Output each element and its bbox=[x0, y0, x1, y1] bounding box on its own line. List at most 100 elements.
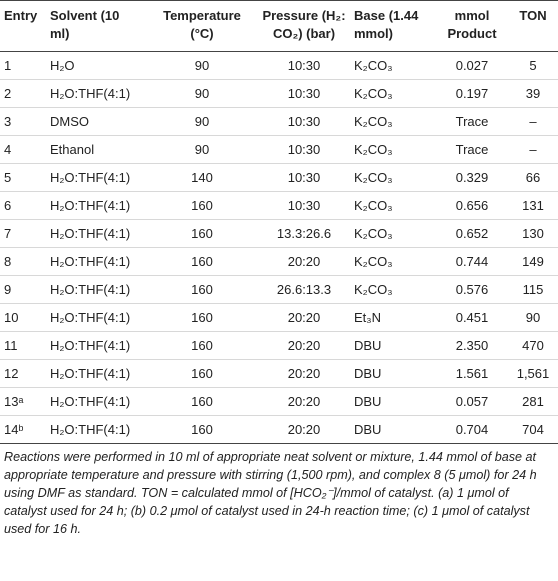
table-body: 1 H₂O 90 10:30 K₂CO₃ 0.027 5 2 H₂O:THF(4:1) 90 10:… bbox=[0, 51, 558, 444]
header-cell: TON bbox=[508, 0, 558, 52]
table-cell: 0.656 bbox=[436, 191, 508, 220]
table-cell: H₂O:THF(4:1) bbox=[46, 191, 146, 220]
table-cell: 10:30 bbox=[258, 51, 350, 80]
table-cell: 140 bbox=[146, 163, 258, 192]
table-cell: 281 bbox=[508, 387, 558, 416]
table-row: 4 Ethanol 90 10:30 K₂CO₃ Trace – bbox=[0, 135, 558, 164]
table-cell: 7 bbox=[0, 219, 46, 248]
table-cell: 10:30 bbox=[258, 135, 350, 164]
table-cell: 90 bbox=[146, 107, 258, 136]
table-cell: 20:20 bbox=[258, 415, 350, 444]
table-cell: 5 bbox=[508, 51, 558, 80]
table-cell: DBU bbox=[350, 415, 436, 444]
header-cell: Base (1.44 mmol) bbox=[350, 0, 436, 52]
table-cell: 0.451 bbox=[436, 303, 508, 332]
table-cell: 160 bbox=[146, 303, 258, 332]
table-cell: K₂CO₃ bbox=[350, 247, 436, 276]
table-row: 10 H₂O:THF(4:1) 160 20:20 Et₃N 0.451 90 bbox=[0, 303, 558, 332]
table-cell: 66 bbox=[508, 163, 558, 192]
header-cell: Entry bbox=[0, 0, 46, 52]
table-cell: H₂O:THF(4:1) bbox=[46, 303, 146, 332]
table-cell: DBU bbox=[350, 359, 436, 388]
table-cell: K₂CO₃ bbox=[350, 191, 436, 220]
table-cell: 0.704 bbox=[436, 415, 508, 444]
table-cell: 10:30 bbox=[258, 163, 350, 192]
table-cell: 20:20 bbox=[258, 303, 350, 332]
table-row: 9 H₂O:THF(4:1) 160 26.6:13.3 K₂CO₃ 0.576 115 bbox=[0, 275, 558, 304]
table-cell: 20:20 bbox=[258, 359, 350, 388]
table-cell: DBU bbox=[350, 331, 436, 360]
table-cell: 160 bbox=[146, 191, 258, 220]
table-cell: K₂CO₃ bbox=[350, 107, 436, 136]
table-cell: 704 bbox=[508, 415, 558, 444]
table-cell: 20:20 bbox=[258, 331, 350, 360]
table-row: 12 H₂O:THF(4:1) 160 20:20 DBU 1.561 1,561 bbox=[0, 359, 558, 388]
table-cell: 26.6:13.3 bbox=[258, 275, 350, 304]
table-cell: 39 bbox=[508, 79, 558, 108]
table-cell: 2 bbox=[0, 79, 46, 108]
table-cell: 0.329 bbox=[436, 163, 508, 192]
table-cell: 9 bbox=[0, 275, 46, 304]
table-cell: 20:20 bbox=[258, 387, 350, 416]
table-cell: H₂O:THF(4:1) bbox=[46, 219, 146, 248]
table-row: 2 H₂O:THF(4:1) 90 10:30 K₂CO₃ 0.197 39 bbox=[0, 79, 558, 108]
table-cell: 0.197 bbox=[436, 79, 508, 108]
table-cell: 5 bbox=[0, 163, 46, 192]
table-cell: DMSO bbox=[46, 107, 146, 136]
table-cell: 3 bbox=[0, 107, 46, 136]
table-cell: 12 bbox=[0, 359, 46, 388]
table-cell: 0.744 bbox=[436, 247, 508, 276]
table-row: 3 DMSO 90 10:30 K₂CO₃ Trace – bbox=[0, 107, 558, 136]
table-cell: 160 bbox=[146, 331, 258, 360]
table-row: 7 H₂O:THF(4:1) 160 13.3:26.6 K₂CO₃ 0.652 130 bbox=[0, 219, 558, 248]
table-cell: 14ᵇ bbox=[0, 415, 46, 444]
table-cell: H₂O:THF(4:1) bbox=[46, 163, 146, 192]
table-row: 1 H₂O 90 10:30 K₂CO₃ 0.027 5 bbox=[0, 51, 558, 80]
header-cell: Pressure (H₂: CO₂) (bar) bbox=[258, 0, 350, 52]
table-cell: H₂O:THF(4:1) bbox=[46, 331, 146, 360]
table-cell: 10:30 bbox=[258, 107, 350, 136]
table-cell: 13ᵃ bbox=[0, 387, 46, 416]
table-cell: 6 bbox=[0, 191, 46, 220]
table-cell: DBU bbox=[350, 387, 436, 416]
table-cell: 115 bbox=[508, 275, 558, 304]
table-cell: 0.652 bbox=[436, 219, 508, 248]
table-cell: 90 bbox=[146, 79, 258, 108]
header-cell: Solvent (10 ml) bbox=[46, 0, 146, 52]
table-cell: Trace bbox=[436, 107, 508, 136]
table-cell: 130 bbox=[508, 219, 558, 248]
table-cell: 20:20 bbox=[258, 247, 350, 276]
table-cell: H₂O:THF(4:1) bbox=[46, 275, 146, 304]
footnote: Reactions were performed in 10 ml of app… bbox=[4, 450, 537, 536]
table-cell: 90 bbox=[146, 135, 258, 164]
table-cell: H₂O:THF(4:1) bbox=[46, 387, 146, 416]
table-cell: H₂O:THF(4:1) bbox=[46, 79, 146, 108]
table-cell: 1,561 bbox=[508, 359, 558, 388]
table-cell: K₂CO₃ bbox=[350, 79, 436, 108]
table-cell: 1.561 bbox=[436, 359, 508, 388]
table-cell: H₂O:THF(4:1) bbox=[46, 359, 146, 388]
table-cell: K₂CO₃ bbox=[350, 51, 436, 80]
table-cell: – bbox=[508, 135, 558, 164]
table-cell: 160 bbox=[146, 219, 258, 248]
header-row: Entry Solvent (10 ml) Temperature (°C) Pres… bbox=[0, 0, 558, 52]
table-row: 5 H₂O:THF(4:1) 140 10:30 K₂CO₃ 0.329 66 bbox=[0, 163, 558, 192]
table-row: 6 H₂O:THF(4:1) 160 10:30 K₂CO₃ 0.656 131 bbox=[0, 191, 558, 220]
table-cell: 90 bbox=[508, 303, 558, 332]
header-cell: Temperature (°C) bbox=[146, 0, 258, 52]
table-cell: 160 bbox=[146, 247, 258, 276]
table-cell: – bbox=[508, 107, 558, 136]
table-cell: K₂CO₃ bbox=[350, 275, 436, 304]
table-cell: K₂CO₃ bbox=[350, 163, 436, 192]
table-cell: K₂CO₃ bbox=[350, 219, 436, 248]
table-cell: 4 bbox=[0, 135, 46, 164]
table-row: 14ᵇ H₂O:THF(4:1) 160 20:20 DBU 0.704 704 bbox=[0, 415, 558, 444]
table-cell: 2.350 bbox=[436, 331, 508, 360]
table-cell: 0.576 bbox=[436, 275, 508, 304]
table-row: 11 H₂O:THF(4:1) 160 20:20 DBU 2.350 470 bbox=[0, 331, 558, 360]
table-row: 8 H₂O:THF(4:1) 160 20:20 K₂CO₃ 0.744 149 bbox=[0, 247, 558, 276]
table-cell: 0.057 bbox=[436, 387, 508, 416]
table-row: 13ᵃ H₂O:THF(4:1) 160 20:20 DBU 0.057 281 bbox=[0, 387, 558, 416]
table-cell: 131 bbox=[508, 191, 558, 220]
